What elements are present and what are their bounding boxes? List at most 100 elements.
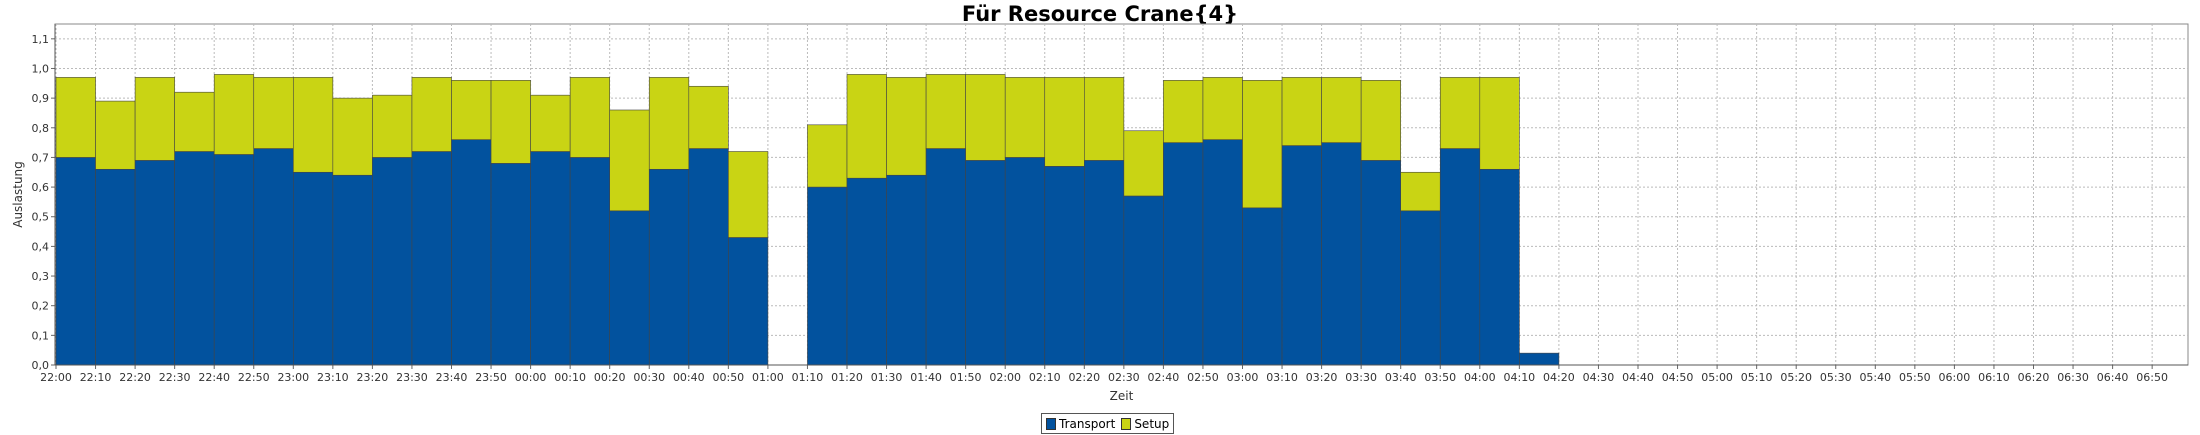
legend-item-transport: Transport <box>1046 417 1115 431</box>
bar-transport <box>688 148 729 366</box>
bar-transport <box>174 151 215 366</box>
x-tick-label: 23:50 <box>475 371 507 384</box>
chart-plot: 0,0 0,1 0,2 0,3 0,4 0,5 0,6 0,7 0,8 0,9 1,0 1,1 22:0… <box>11 23 2189 403</box>
legend-swatch-transport <box>1046 417 1056 430</box>
axes: 0,0 0,1 0,2 0,3 0,4 0,5 0,6 0,7 0,8 0,9 1,0 1,1 22:0… <box>32 24 2188 384</box>
legend-label-transport: Transport <box>1059 416 1116 431</box>
bar-transport <box>332 174 373 366</box>
y-axis-label: Auslastung <box>11 161 25 228</box>
legend-swatch-setup <box>1121 417 1132 430</box>
bar-setup <box>1242 80 1283 209</box>
x-tick-label: 23:10 <box>317 371 349 384</box>
x-tick-label: 01:10 <box>792 371 824 384</box>
x-tick-label: 23:00 <box>277 371 309 384</box>
y-tick-label: 0,7 <box>32 151 50 164</box>
x-tick-label: 00:20 <box>594 371 626 384</box>
bar-setup <box>530 94 571 152</box>
x-tick-label: 00:00 <box>515 371 547 384</box>
bar-transport <box>530 151 571 366</box>
bar-transport <box>1163 142 1204 366</box>
y-tick-label: 0,9 <box>32 92 50 105</box>
y-tick-label: 0,4 <box>32 240 50 253</box>
x-tick-label: 00:40 <box>673 371 705 384</box>
x-tick-label: 05:50 <box>1899 371 1931 384</box>
bar-setup <box>332 97 373 176</box>
bar-setup <box>1479 77 1520 170</box>
bar-setup <box>55 77 96 158</box>
bar-transport <box>807 186 848 366</box>
bar-transport <box>451 139 492 366</box>
bar-setup <box>1439 77 1481 149</box>
x-axis-label: Zeit <box>1110 389 1134 403</box>
y-tick-label: 0,1 <box>32 329 50 342</box>
bar-setup <box>965 74 1006 161</box>
x-tick-label: 06:50 <box>2136 371 2168 384</box>
x-tick-label: 00:10 <box>554 371 586 384</box>
x-tick-label: 23:30 <box>396 371 428 384</box>
y-tick-label: 0,2 <box>32 300 50 313</box>
x-tick-label: 01:40 <box>910 371 942 384</box>
bar-transport <box>1519 352 1560 366</box>
bar-transport <box>1400 210 1441 366</box>
bar-transport <box>1281 145 1322 366</box>
bar-transport <box>965 160 1006 366</box>
x-tick-label: 04:20 <box>1543 371 1575 384</box>
bar-setup <box>886 77 927 176</box>
bar-transport <box>609 210 650 366</box>
bar-transport <box>1004 157 1046 366</box>
x-tick-label: 22:40 <box>198 371 230 384</box>
x-tick-label: 05:40 <box>1859 371 1891 384</box>
bar-setup <box>451 80 492 140</box>
x-tick-label: 02:10 <box>1029 371 1061 384</box>
bar-setup <box>1400 171 1441 212</box>
bar-transport <box>569 157 611 366</box>
legend-label-setup: Setup <box>1134 416 1170 431</box>
x-tick-label: 22:50 <box>238 371 270 384</box>
bar-setup <box>807 124 848 188</box>
x-tick-label: 03:20 <box>1306 371 1338 384</box>
x-tick-label: 00:30 <box>633 371 665 384</box>
bar-setup <box>1004 77 1046 158</box>
bar-transport <box>490 163 531 366</box>
x-tick-label: 05:10 <box>1741 371 1773 384</box>
x-tick-label: 01:50 <box>950 371 982 384</box>
bar-setup <box>1123 130 1164 197</box>
bar-setup <box>490 80 531 164</box>
y-tick-label: 0,5 <box>32 211 50 224</box>
bar-setup <box>728 151 769 238</box>
x-tick-label: 04:00 <box>1464 371 1496 384</box>
bar-transport <box>1044 166 1085 366</box>
x-tick-label: 22:00 <box>40 371 72 384</box>
x-tick-label: 03:10 <box>1266 371 1298 384</box>
bar-transport <box>925 148 966 366</box>
y-tick-label: 1,1 <box>32 33 50 46</box>
bar-transport <box>1479 168 1520 366</box>
bar-setup <box>1360 80 1402 161</box>
bar-setup <box>134 77 175 161</box>
bar-setup <box>95 100 136 170</box>
bar-setup <box>1321 77 1362 143</box>
x-tick-label: 02:30 <box>1108 371 1140 384</box>
x-tick-label: 05:20 <box>1780 371 1812 384</box>
bar-setup <box>174 91 215 152</box>
bar-transport <box>1360 160 1402 366</box>
x-tick-label: 03:00 <box>1227 371 1259 384</box>
bar-transport <box>886 174 927 366</box>
x-tick-label: 01:00 <box>752 371 784 384</box>
bar-setup <box>1281 77 1322 146</box>
x-tick-label: 04:30 <box>1583 371 1615 384</box>
x-tick-label: 06:20 <box>2018 371 2050 384</box>
chart-title: Für Resource Crane{4} <box>961 2 1239 26</box>
x-tick-label: 22:20 <box>119 371 151 384</box>
bar-transport <box>411 151 452 366</box>
x-tick-label: 06:40 <box>2097 371 2129 384</box>
x-tick-label: 03:30 <box>1345 371 1377 384</box>
x-tick-label: 02:00 <box>989 371 1021 384</box>
x-tick-label: 03:50 <box>1424 371 1456 384</box>
bar-setup <box>925 74 966 149</box>
bar-transport <box>55 157 96 366</box>
legend: Transport Setup <box>1041 413 1175 434</box>
x-tick-label: 03:40 <box>1385 371 1417 384</box>
bar-transport <box>372 157 413 366</box>
x-tick-label: 02:50 <box>1187 371 1219 384</box>
